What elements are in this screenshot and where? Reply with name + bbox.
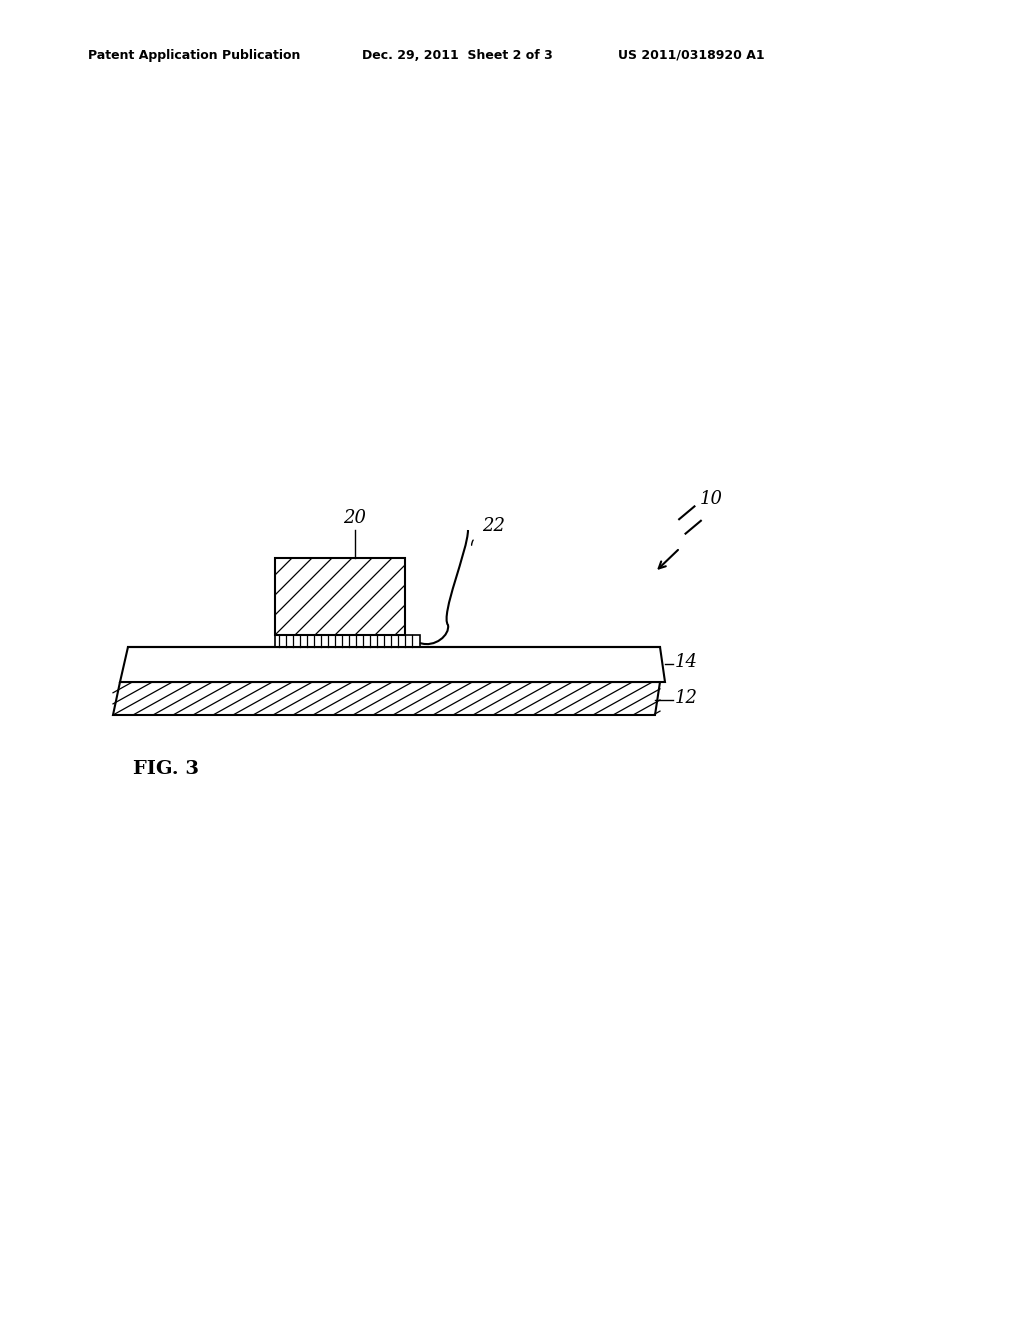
Bar (275, 558, 406, 635)
Text: 14: 14 (675, 653, 698, 671)
Bar (275, 635, 420, 647)
Text: FIG. 3: FIG. 3 (133, 760, 199, 777)
Polygon shape (120, 647, 665, 682)
Text: US 2011/0318920 A1: US 2011/0318920 A1 (618, 49, 765, 62)
Polygon shape (113, 682, 660, 715)
Text: Patent Application Publication: Patent Application Publication (88, 49, 300, 62)
Text: 22: 22 (482, 517, 505, 535)
Text: 20: 20 (343, 510, 367, 527)
Text: 12: 12 (675, 689, 698, 708)
Text: Dec. 29, 2011  Sheet 2 of 3: Dec. 29, 2011 Sheet 2 of 3 (362, 49, 553, 62)
Text: 10: 10 (700, 490, 723, 508)
